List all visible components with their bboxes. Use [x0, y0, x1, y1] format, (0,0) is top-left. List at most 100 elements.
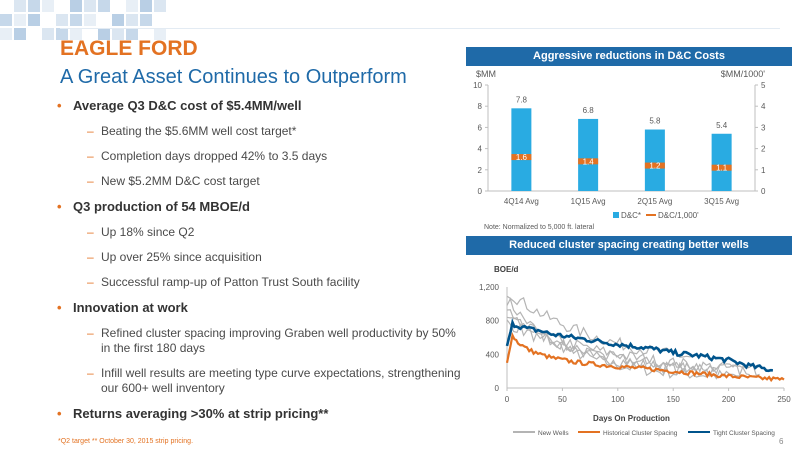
x-tick-label: 250 — [777, 395, 791, 404]
sub-bullet-dash: – — [87, 174, 94, 188]
page-number: 6 — [779, 437, 784, 446]
sub-bullet-text: Refined cluster spacing improving Graben… — [101, 326, 456, 355]
decorative-square — [140, 14, 152, 26]
sub-bullet-dash: – — [87, 366, 94, 380]
x-tick-label: 2Q15 Avg — [637, 197, 672, 206]
decorative-square — [42, 0, 54, 12]
decorative-square — [14, 0, 26, 12]
marker-dc-per-1000 — [644, 162, 665, 169]
bar-value-label: 5.4 — [716, 121, 728, 130]
legend-label-dc: D&C* — [621, 211, 641, 220]
line-new-well — [506, 319, 760, 377]
chart2-title: Reduced cluster spacing creating better … — [466, 236, 792, 255]
bullet-text: Average Q3 D&C cost of $5.4MM/well — [73, 98, 302, 113]
decorative-square — [56, 14, 68, 26]
sub-bullet: – Refined cluster spacing improving Grabe… — [87, 326, 462, 356]
decorative-square — [56, 28, 68, 40]
decorative-square — [112, 28, 124, 40]
sub-bullet: – Infill well results are meeting type cu… — [87, 366, 462, 396]
sub-bullet-text: Completion days dropped 42% to 3.5 days — [101, 149, 328, 163]
decorative-square — [84, 14, 96, 26]
decorative-squares — [0, 0, 166, 40]
y-tick-label-left: 0 — [478, 187, 483, 196]
x-tick-label: 50 — [558, 395, 567, 404]
marker-dc-per-1000 — [578, 158, 599, 165]
x-tick-label: 0 — [505, 395, 510, 404]
x-tick-label: 150 — [667, 395, 681, 404]
bar-dc — [644, 129, 665, 191]
bullet-dot: • — [57, 199, 62, 214]
y-tick-label-right: 0 — [761, 187, 766, 196]
y-tick-label-left: 6 — [478, 123, 483, 132]
bar-value-label: 7.8 — [516, 95, 528, 104]
legend-label-historical: Historical Cluster Spacing — [603, 430, 678, 437]
y-tick-label: 400 — [486, 350, 500, 359]
footnote: *Q2 target ** October 30, 2015 strip pri… — [58, 438, 194, 445]
decorative-square — [126, 14, 138, 26]
decorative-square — [84, 0, 96, 12]
y-tick-label-left: 2 — [478, 166, 483, 175]
y-tick-label-right: 1 — [761, 166, 766, 175]
x-tick-label: 4Q14 Avg — [504, 197, 539, 206]
x-tick-label: 100 — [611, 395, 625, 404]
decorative-square — [70, 0, 82, 12]
decorative-square — [154, 28, 166, 40]
chart1-title: Aggressive reductions in D&C Costs — [466, 47, 792, 66]
decorative-square — [14, 14, 26, 26]
bar-dc — [711, 133, 732, 191]
y-tick-label-left: 8 — [478, 102, 483, 111]
x-tick-label: 1Q15 Avg — [571, 197, 606, 206]
x-tick-label: 200 — [722, 395, 736, 404]
y-tick-label: 800 — [486, 317, 500, 326]
y-tick-label-right: 5 — [761, 81, 766, 90]
bullet-list: • Average Q3 D&C cost of $5.4MM/well – Beat… — [57, 98, 462, 432]
sub-bullet-dash: – — [87, 124, 94, 138]
legend-label-new-wells: New Wells — [538, 430, 569, 437]
marker-value-label: 1.4 — [583, 157, 595, 166]
sub-bullet: – Successful ramp-up of Patton Trust Sout… — [87, 275, 462, 290]
decorative-square — [126, 0, 138, 12]
decorative-square — [140, 0, 152, 12]
page-subtitle: A Great Asset Continues to Outperform — [60, 66, 407, 88]
marker-value-label: 1.1 — [716, 164, 728, 173]
y-axis-left-label: $MM — [476, 69, 496, 79]
sub-bullet-text: Up 18% since Q2 — [101, 225, 195, 239]
y-axis-right-label: $MM/1000' — [721, 69, 766, 79]
decorative-square — [28, 0, 40, 12]
sub-bullet-dash: – — [87, 326, 94, 340]
header-divider — [60, 28, 780, 29]
marker-value-label: 1.2 — [649, 162, 661, 171]
decorative-square — [154, 0, 166, 12]
sub-bullet-text: New $5.2MM D&C cost target — [101, 174, 260, 188]
decorative-square — [14, 28, 26, 40]
decorative-square — [70, 28, 82, 40]
marker-dc-per-1000 — [711, 164, 732, 171]
sub-bullet-dash: – — [87, 275, 94, 289]
decorative-square — [0, 14, 12, 26]
bullet-dot: • — [57, 300, 62, 315]
sub-bullet: – New $5.2MM D&C cost target — [87, 174, 462, 189]
bullet: • Returns averaging >30% at strip pricing… — [57, 406, 462, 422]
bar-dc — [578, 118, 599, 191]
sub-bullet-text: Beating the $5.6MM well cost target* — [101, 124, 297, 138]
bullet-dot: • — [57, 98, 62, 113]
sub-bullet-text: Up over 25% since acquisition — [101, 250, 262, 264]
bullet: • Innovation at work — [57, 300, 462, 316]
sub-bullet-text: Infill well results are meeting type cur… — [101, 366, 461, 395]
decorative-square — [28, 14, 40, 26]
sub-bullet: – Up 18% since Q2 — [87, 225, 462, 240]
bullet-text: Returns averaging >30% at strip pricing*… — [73, 406, 329, 421]
bar-value-label: 5.8 — [649, 117, 661, 126]
marker-dc-per-1000 — [511, 154, 532, 161]
legend-swatch-dc — [613, 212, 619, 218]
sub-bullet: – Completion days dropped 42% to 3.5 days — [87, 149, 462, 164]
decorative-square — [70, 14, 82, 26]
page-title: EAGLE FORD — [60, 37, 198, 60]
y-tick-label-right: 4 — [761, 102, 766, 111]
decorative-square — [126, 28, 138, 40]
bullet-text: Innovation at work — [73, 300, 188, 315]
y-tick-label-left: 10 — [473, 81, 482, 90]
line-historical-cluster-spacing — [505, 331, 785, 383]
sub-bullet-dash: – — [87, 149, 94, 163]
